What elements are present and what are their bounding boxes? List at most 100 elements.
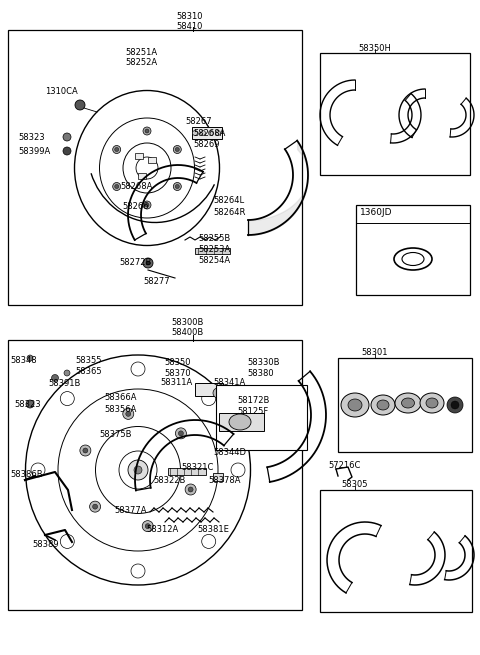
Text: 58350: 58350 <box>164 358 191 367</box>
Text: 58251A: 58251A <box>125 48 157 57</box>
Circle shape <box>123 408 134 419</box>
Circle shape <box>179 431 183 436</box>
Text: 58125F: 58125F <box>237 407 268 416</box>
Circle shape <box>173 183 181 191</box>
Text: 58267: 58267 <box>185 117 212 126</box>
Text: 57216C: 57216C <box>328 461 360 470</box>
Circle shape <box>185 484 196 495</box>
Text: 58381E: 58381E <box>197 525 229 534</box>
Text: 58370: 58370 <box>164 369 191 378</box>
Text: 58377A: 58377A <box>114 506 146 515</box>
Ellipse shape <box>377 400 389 410</box>
Bar <box>356 205 470 295</box>
Circle shape <box>27 355 33 361</box>
Bar <box>8 340 302 610</box>
Bar <box>213 473 223 481</box>
Circle shape <box>115 185 119 189</box>
Text: 58264R: 58264R <box>213 208 245 217</box>
Circle shape <box>26 400 34 408</box>
Bar <box>219 413 264 431</box>
Circle shape <box>213 388 223 398</box>
Text: 58266: 58266 <box>122 202 149 211</box>
Text: 58323: 58323 <box>14 400 41 409</box>
Text: 58375B: 58375B <box>99 430 132 439</box>
Circle shape <box>64 370 70 376</box>
Circle shape <box>115 147 119 151</box>
Circle shape <box>145 523 150 529</box>
Text: 58254A: 58254A <box>198 256 230 265</box>
Text: 58312A: 58312A <box>146 525 178 534</box>
Text: 58391B: 58391B <box>48 379 80 388</box>
Circle shape <box>63 133 71 141</box>
Circle shape <box>175 185 180 189</box>
Text: 58300B: 58300B <box>172 318 204 327</box>
Text: 58399A: 58399A <box>18 147 50 156</box>
Text: 58322B: 58322B <box>153 476 185 485</box>
Text: 58268A: 58268A <box>120 182 152 191</box>
Text: 58269: 58269 <box>193 140 219 149</box>
Text: 58330B: 58330B <box>247 358 279 367</box>
Circle shape <box>83 448 88 453</box>
Ellipse shape <box>395 393 421 413</box>
Bar <box>320 490 472 612</box>
Ellipse shape <box>420 393 444 413</box>
Bar <box>195 383 223 396</box>
Bar <box>168 468 206 475</box>
Circle shape <box>145 129 149 133</box>
Ellipse shape <box>229 414 251 430</box>
Text: 58301: 58301 <box>362 348 388 357</box>
Circle shape <box>113 145 120 153</box>
Text: 58386B: 58386B <box>10 470 43 479</box>
Circle shape <box>90 501 101 512</box>
Bar <box>195 248 230 254</box>
Text: 58268A: 58268A <box>193 129 226 138</box>
Ellipse shape <box>426 398 438 408</box>
Circle shape <box>451 401 459 409</box>
Circle shape <box>216 130 220 136</box>
Circle shape <box>142 521 153 532</box>
Bar <box>192 127 222 139</box>
Circle shape <box>175 428 186 439</box>
Circle shape <box>201 130 205 136</box>
Ellipse shape <box>348 399 362 411</box>
Text: 58310: 58310 <box>177 12 203 21</box>
Text: 58305: 58305 <box>342 480 368 489</box>
Text: 58341A: 58341A <box>213 378 245 387</box>
Text: 58172B: 58172B <box>237 396 269 405</box>
Circle shape <box>143 201 151 209</box>
Circle shape <box>188 487 193 492</box>
Circle shape <box>145 203 149 207</box>
Circle shape <box>93 504 97 509</box>
Text: 58311A: 58311A <box>160 378 192 387</box>
Circle shape <box>175 147 180 151</box>
Text: 58255B: 58255B <box>198 234 230 243</box>
Text: 58389: 58389 <box>32 540 59 549</box>
Circle shape <box>128 460 148 480</box>
Circle shape <box>208 130 214 136</box>
Circle shape <box>51 375 59 381</box>
Text: 58400B: 58400B <box>172 328 204 337</box>
Text: 58321C: 58321C <box>181 463 214 472</box>
Bar <box>8 30 302 305</box>
Circle shape <box>113 183 120 191</box>
Circle shape <box>75 100 85 110</box>
Circle shape <box>63 147 71 155</box>
Text: 58356A: 58356A <box>104 405 136 414</box>
Bar <box>216 385 307 450</box>
Ellipse shape <box>341 393 369 417</box>
Text: 58277: 58277 <box>143 277 169 286</box>
Text: 58272B: 58272B <box>119 258 151 267</box>
Circle shape <box>143 127 151 135</box>
Circle shape <box>447 397 463 413</box>
Text: 58350H: 58350H <box>359 44 391 53</box>
Circle shape <box>134 466 142 474</box>
Circle shape <box>80 445 91 456</box>
Text: 58252A: 58252A <box>125 58 157 67</box>
Text: 58366A: 58366A <box>104 393 136 402</box>
Text: 1310CA: 1310CA <box>45 87 78 96</box>
Bar <box>148 157 156 163</box>
Ellipse shape <box>371 395 395 415</box>
Text: 58378A: 58378A <box>208 476 240 485</box>
Bar <box>135 153 143 159</box>
Text: 58348: 58348 <box>10 356 36 365</box>
